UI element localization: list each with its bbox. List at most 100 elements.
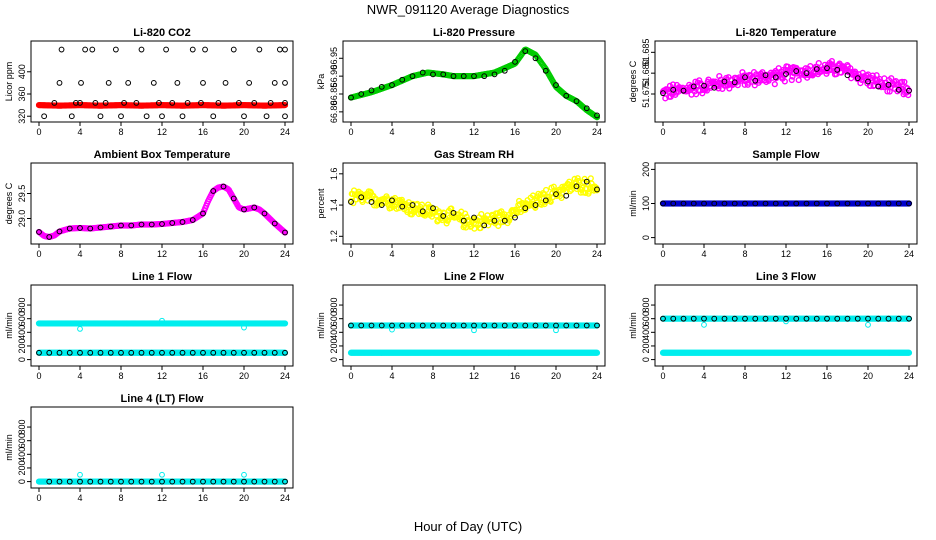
y-axis-label: ml/min: [4, 312, 14, 339]
data-point: [251, 99, 258, 106]
x-tick-label: 0: [348, 371, 353, 381]
y-tick-label: 1.4: [329, 199, 339, 212]
data-point: [865, 315, 871, 322]
plot-data: [347, 46, 601, 121]
data-point: [901, 78, 908, 86]
data-point: [159, 317, 165, 324]
data-point: [358, 194, 365, 201]
data-point: [771, 81, 778, 88]
panel-title: Line 3 Flow: [756, 271, 816, 283]
y-tick-label: 200: [641, 162, 651, 177]
data-point: [752, 315, 759, 322]
data-point: [532, 55, 539, 62]
data-point: [200, 478, 206, 485]
data-point: [261, 349, 268, 356]
data-point: [198, 99, 204, 106]
y-tick-label: 66.80: [329, 101, 339, 124]
x-tick-label: 20: [551, 127, 561, 137]
y-tick-label: 51.680: [641, 59, 651, 87]
data-point: [460, 73, 467, 80]
figure-xlabel: Hour of Day (UTC): [414, 519, 522, 534]
y-tick-label: 29.0: [17, 210, 27, 228]
data-point: [867, 82, 874, 90]
data-point: [241, 471, 247, 478]
x-tick-label: 4: [389, 127, 394, 137]
data-point: [742, 315, 748, 322]
data-point: [36, 349, 42, 356]
data-point: [742, 74, 748, 81]
data-point: [68, 113, 75, 120]
y-axis-label: kPa: [316, 74, 326, 90]
y-tick-label: 0: [329, 357, 339, 362]
panel-title: Li-820 CO2: [133, 27, 190, 39]
data-point: [271, 478, 278, 485]
data-point: [179, 478, 186, 485]
x-tick-label: 8: [430, 127, 435, 137]
data-point: [838, 69, 845, 76]
data-point: [905, 349, 913, 356]
data-point: [828, 58, 835, 65]
data-point: [169, 349, 176, 356]
x-tick-label: 12: [781, 127, 791, 137]
data-point: [159, 478, 165, 485]
data-point: [759, 69, 766, 76]
x-tick-label: 24: [592, 249, 602, 259]
data-point: [573, 322, 580, 329]
data-point: [815, 60, 822, 67]
data-point: [501, 322, 508, 329]
data-point: [348, 94, 354, 101]
data-point: [558, 194, 565, 202]
data-point: [865, 200, 871, 207]
data-point: [450, 209, 457, 216]
data-point: [542, 322, 549, 329]
data-point: [824, 200, 830, 207]
data-point: [271, 79, 278, 86]
data-point: [670, 315, 677, 322]
data-point: [46, 234, 53, 240]
data-point: [783, 318, 789, 325]
x-tick-label: 16: [822, 249, 832, 259]
data-point: [210, 478, 217, 485]
data-point: [875, 83, 882, 90]
y-tick-label: 66.85: [329, 83, 339, 106]
data-point: [670, 200, 677, 207]
data-point: [159, 221, 165, 227]
data-point: [532, 204, 539, 211]
data-point: [138, 221, 145, 228]
x-tick-label: 20: [239, 127, 249, 137]
data-point: [542, 67, 549, 74]
y-tick-label: 800: [17, 420, 27, 435]
plot-data: [35, 471, 289, 485]
data-point: [97, 349, 104, 356]
data-point: [179, 349, 186, 356]
x-tick-label: 0: [348, 127, 353, 137]
data-point: [156, 99, 162, 106]
data-point: [430, 205, 436, 212]
data-point: [174, 79, 181, 86]
y-tick-label: 0: [17, 479, 27, 484]
x-tick-label: 0: [660, 249, 665, 259]
data-point: [550, 183, 557, 190]
data-point: [762, 200, 769, 207]
x-tick-label: 4: [77, 371, 82, 381]
data-point: [163, 46, 170, 53]
data-point: [543, 186, 550, 194]
data-point: [58, 46, 65, 53]
data-point: [583, 322, 590, 329]
y-tick-label: 320: [17, 109, 27, 124]
data-point: [834, 200, 841, 207]
data-point: [501, 67, 508, 74]
x-tick-label: 0: [660, 371, 665, 381]
data-point: [133, 99, 140, 106]
data-point: [690, 83, 697, 90]
data-point: [281, 320, 289, 327]
data-point: [378, 83, 385, 90]
data-point: [690, 315, 697, 322]
data-point: [389, 197, 395, 204]
data-point: [107, 223, 114, 230]
data-point: [857, 80, 864, 87]
data-point: [583, 178, 590, 185]
data-point: [573, 183, 580, 190]
data-point: [77, 349, 83, 356]
data-point: [46, 349, 53, 356]
